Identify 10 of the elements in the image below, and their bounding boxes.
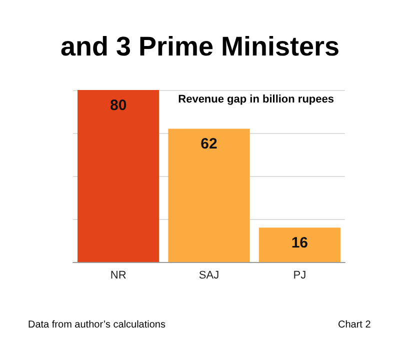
data-label: 16: [291, 234, 308, 252]
x-tick-label: PJ: [293, 270, 306, 282]
data-label: 62: [200, 136, 218, 153]
text: Data from author’s calculations: [28, 320, 166, 330]
x-tick-label: NR: [110, 270, 126, 282]
chart-title: and 3 Prime Ministers: [60, 32, 340, 62]
x-tick-label: SAJ: [198, 270, 220, 282]
caption: Chart 2: [338, 320, 372, 330]
annotation: Revenue gap in billion rupees: [178, 94, 334, 106]
data-label: 80: [110, 97, 127, 114]
